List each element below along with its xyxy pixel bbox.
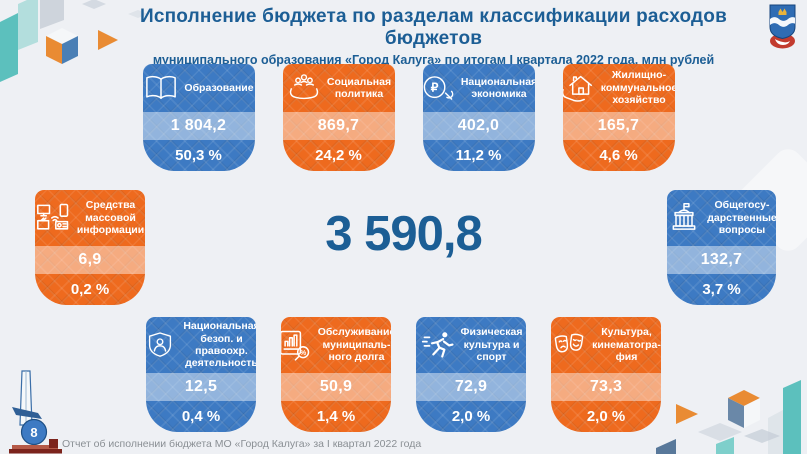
card-education: Образование 1 804,2 50,3 %: [142, 64, 255, 171]
card-label: Общегосу- дарственные вопросы: [707, 199, 776, 237]
title-line1: Исполнение бюджета по разделам классифик…: [140, 6, 727, 49]
page-number: 8: [30, 425, 37, 440]
card-head: Общегосу- дарственные вопросы: [667, 190, 776, 246]
title-line2: муниципального образования «Город Калуга…: [152, 53, 715, 67]
card-label: Образование: [184, 81, 254, 94]
card-value: 165,7: [562, 112, 675, 140]
card-national-economy: ₽ Национальная экономика 402,0 11,2 %: [422, 64, 535, 171]
total-budget-value: 3 590,8: [325, 207, 483, 261]
page-title: Исполнение бюджета по разделам классифик…: [110, 6, 757, 67]
card-culture-cinematography: Культура, кинематогра- фия 73,3 2,0 %: [551, 317, 661, 432]
theater-masks-icon: [551, 329, 587, 361]
card-head: Социальная политика: [283, 64, 395, 112]
debt-service-icon: %: [281, 328, 313, 362]
card-percent: 2,0 %: [586, 408, 626, 425]
card-label: Национальная экономика: [460, 75, 535, 100]
card-value: 869,7: [282, 112, 395, 140]
card-head: Жилищно- коммунальное хозяйство: [562, 64, 675, 112]
card-social-policy: Социальная политика 869,7 24,2 %: [282, 64, 395, 171]
svg-text:%: %: [300, 348, 307, 357]
ruble-economy-icon: ₽: [423, 73, 456, 103]
card-value: 6,9: [35, 246, 145, 274]
card-value: 1 804,2: [142, 112, 255, 140]
card-general-state-issues: Общегосу- дарственные вопросы 132,7 3,7 …: [667, 190, 776, 305]
card-percent: 2,0 %: [451, 408, 491, 425]
card-label: Физическая культура и спорт: [460, 326, 523, 364]
card-value: 12,5: [146, 373, 256, 401]
card-percent: 50,3 %: [175, 147, 222, 164]
card-label: Культура, кинематогра- фия: [592, 326, 661, 364]
card-percent: 3,7 %: [702, 281, 741, 298]
card-housing-utilities: Жилищно- коммунальное хозяйство 165,7 4,…: [562, 64, 675, 171]
card-value: 73,3: [551, 373, 661, 401]
card-label: Национальная безоп. и правоохр. деятельн…: [183, 320, 256, 370]
card-physical-culture-sport: Физическая культура и спорт 72,9 2,0 %: [416, 317, 526, 432]
card-head: % Обслуживание муниципаль- ного долга: [281, 317, 391, 373]
card-mass-media: Средства массовой информации 6,9 0,2 %: [35, 190, 145, 305]
card-label: Жилищно- коммунальное хозяйство: [600, 69, 675, 107]
card-label: Средства массовой информации: [76, 199, 145, 237]
card-head: ₽ Национальная экономика: [423, 64, 535, 112]
card-percent: 24,2 %: [315, 147, 362, 164]
card-head: Национальная безоп. и правоохр. деятельн…: [146, 317, 256, 373]
kaluga-coat-of-arms-icon: [769, 4, 796, 49]
card-value: 50,9: [281, 373, 391, 401]
card-head: Физическая культура и спорт: [416, 317, 526, 373]
cards-row-bottom: Национальная безоп. и правоохр. деятельн…: [0, 317, 807, 432]
svg-text:₽: ₽: [431, 80, 439, 94]
mass-media-icon: [36, 201, 72, 235]
card-percent: 1,4 %: [316, 408, 356, 425]
card-national-security: Национальная безоп. и правоохр. деятельн…: [146, 317, 256, 432]
card-value: 72,9: [416, 373, 526, 401]
card-value: 132,7: [667, 246, 776, 274]
card-percent: 0,2 %: [70, 281, 110, 298]
hands-people-icon: [286, 73, 322, 103]
card-label: Социальная политика: [326, 75, 392, 100]
footer-bullet: [49, 439, 58, 448]
card-head: Средства массовой информации: [35, 190, 145, 246]
shield-person-icon: [146, 329, 178, 361]
card-percent: 0,4 %: [181, 408, 221, 425]
card-head: Культура, кинематогра- фия: [551, 317, 661, 373]
cards-row-top: Образование 1 804,2 50,3 % Социальная по…: [0, 64, 807, 171]
runner-icon: [420, 329, 456, 361]
card-percent: 11,2 %: [455, 147, 502, 164]
card-head: Образование: [143, 64, 255, 112]
open-book-icon: [143, 73, 179, 103]
card-label: Обслуживание муниципаль- ного долга: [317, 326, 391, 364]
card-municipal-debt-service: % Обслуживание муниципаль- ного долга 50…: [281, 317, 391, 432]
card-percent: 4,6 %: [599, 147, 638, 164]
footer-note: Отчет об исполнении бюджета МО «Город Ка…: [62, 438, 422, 450]
card-value: 402,0: [422, 112, 535, 140]
kaluga-monument-illustration: 8: [9, 370, 62, 454]
government-building-icon: [667, 202, 702, 234]
house-in-hand-icon: [562, 73, 596, 103]
